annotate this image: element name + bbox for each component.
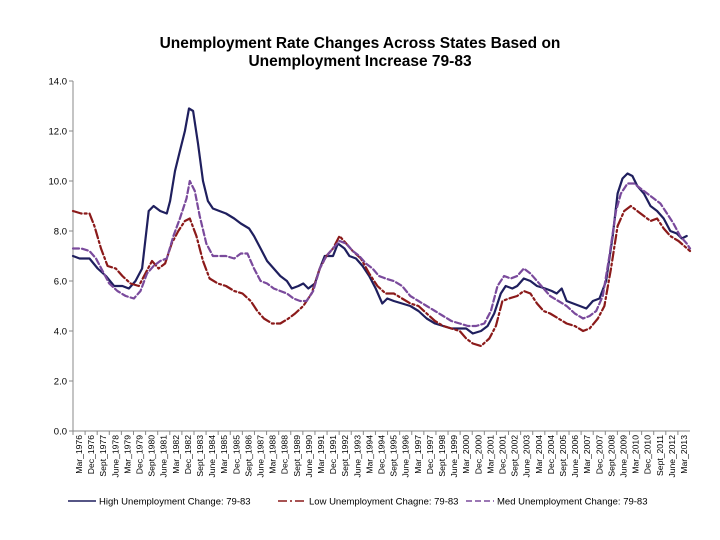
x-tick-label: Sept_1986 [243, 435, 253, 477]
x-tick-label: Dec_1994 [377, 435, 387, 474]
x-tick-label: Sept_2002 [510, 435, 520, 477]
series-line-1 [71, 107, 688, 335]
x-tick-label: June_1990 [304, 435, 314, 478]
x-tick-label: Mar_1997 [413, 435, 423, 474]
x-tick-label: Dec_1991 [328, 435, 338, 474]
x-tick-label: June_1993 [352, 435, 362, 478]
y-tick-label: 10.0 [49, 177, 68, 188]
y-tick-label: 4.0 [54, 327, 67, 338]
x-tick-label: Sept_1998 [437, 435, 447, 477]
series-line-3 [71, 179, 692, 328]
x-tick-label: Dec_1982 [183, 435, 193, 474]
y-axis-ticks: 0.0 2.0 4.0 6.0 8.0 10.0 12.0 14.0 [49, 77, 73, 438]
x-tick-label: Mar_1991 [316, 435, 326, 474]
x-tick-label: Sept_1980 [147, 435, 157, 477]
x-tick-label: Mar_2000 [461, 435, 471, 474]
y-tick-label: 6.0 [54, 277, 67, 288]
x-tick-label: June_1996 [401, 435, 411, 478]
x-tick-label: June_2009 [618, 435, 628, 478]
x-tick-label: Mar_2007 [582, 435, 592, 474]
x-tick-label: June_1981 [159, 435, 169, 478]
x-tick-label: Sept_2005 [558, 435, 568, 477]
x-tick-label: Mar_2013 [679, 435, 689, 474]
x-tick-label: Sept_1983 [195, 435, 205, 477]
x-tick-label: Sept_1995 [389, 435, 399, 477]
x-tick-label: Mar_1982 [171, 435, 181, 474]
x-tick-label: Dec_2004 [546, 435, 556, 474]
x-tick-label: Mar_2010 [631, 435, 641, 474]
legend: High Unemployment Change: 79-83 Low Unemp… [68, 497, 648, 508]
y-tick-label: 12.0 [49, 127, 68, 138]
x-tick-label: Mar_1994 [364, 435, 374, 474]
x-tick-label: June_1978 [110, 435, 120, 478]
y-tick-label: 8.0 [54, 227, 67, 238]
x-tick-label: Dec_1997 [425, 435, 435, 474]
x-tick-label: Sept_2008 [606, 435, 616, 477]
x-tick-label: Mar_1976 [74, 435, 84, 474]
x-tick-label: Dec_1976 [86, 435, 96, 474]
x-tick-label: Dec_1988 [280, 435, 290, 474]
x-tick-label: June_2006 [570, 435, 580, 478]
plot-area: 0.02.04.06.08.010.012.014.0 Mar_1976 Dec_… [49, 77, 692, 478]
x-tick-label: Mar_2004 [534, 435, 544, 474]
x-tick-label: Mar_1988 [268, 435, 278, 474]
x-tick-label: Dec_2010 [643, 435, 653, 474]
x-tick-label: June_1984 [207, 435, 217, 478]
x-tick-label: Dec_2000 [473, 435, 483, 474]
legend-label-1: High Unemployment Change: 79-83 [99, 497, 251, 508]
x-tick-label: June_1987 [256, 435, 266, 478]
x-tick-label: June_2012 [667, 435, 677, 478]
x-tick-label: Sept_2011 [655, 435, 665, 476]
x-tick-label: Mar_1985 [219, 435, 229, 474]
y-tick-label: 2.0 [54, 377, 67, 388]
legend-label-2: Low Unemployment Chagne: 79-83 [309, 497, 458, 508]
chart-title-line-2: Unemployment Increase 79-83 [248, 53, 472, 70]
legend-label-3: Med Unemployment Change: 79-83 [497, 497, 648, 508]
x-tick-label: Dec_2007 [594, 435, 604, 474]
x-tick-label: Mar_1979 [122, 435, 132, 474]
x-tick-label: Mar_2001 [485, 435, 495, 474]
y-tick-label: 0.0 [54, 427, 67, 438]
y-tick-label: 14.0 [49, 77, 68, 88]
x-tick-label: Dec_1985 [231, 435, 241, 474]
x-tick-label: Dec_1979 [135, 435, 145, 474]
x-tick-label: Sept_1977 [98, 435, 108, 477]
x-tick-label: June_1999 [449, 435, 459, 478]
series-lines [71, 107, 692, 348]
x-tick-label: Sept_1989 [292, 435, 302, 477]
x-tick-label: Sept_1992 [340, 435, 350, 477]
x-tick-label: Dec_2001 [497, 435, 507, 474]
chart-title-line-1: Unemployment Rate Changes Across States … [160, 35, 561, 52]
x-axis-ticks: Mar_1976 Dec_1976 Sept_1977 June_1978 Mar_19… [72, 431, 689, 478]
x-tick-label: June_2003 [522, 435, 532, 478]
